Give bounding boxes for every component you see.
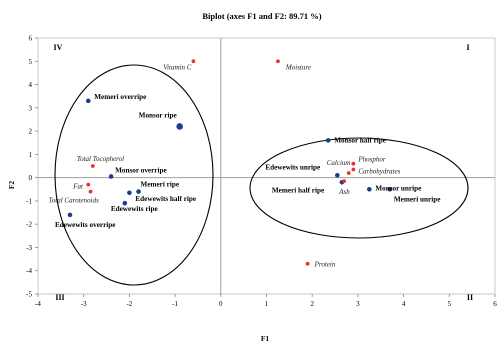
label-moisture: Moisture (285, 63, 311, 71)
x-tick-label: 0 (219, 300, 223, 308)
label-phosphor: Phosphor (357, 156, 386, 164)
point-monsor-half-ripe (325, 138, 331, 143)
x-tick-label: -2 (126, 300, 132, 308)
point-phosphor (351, 161, 356, 166)
quadrant-label: II (467, 293, 473, 302)
y-tick-label: 0 (29, 174, 33, 182)
label-vitamin-c: Vitamin C (163, 63, 191, 71)
y-tick-label: 3 (29, 104, 33, 112)
point-ash (342, 179, 347, 184)
x-tick-label: 3 (356, 300, 360, 308)
point-memeri-overripe (85, 98, 91, 104)
group-ellipses (54, 64, 469, 286)
point-fat (86, 182, 91, 187)
y-tick-label: -3 (26, 244, 32, 252)
point-carbohydrates (351, 167, 356, 172)
y-tick-label: -4 (26, 267, 32, 275)
x-tick-label: 4 (402, 300, 406, 308)
point-edewewits-unripe (335, 173, 340, 178)
label-edewewits-half-ripe: Edewewits half ripe (135, 195, 196, 203)
label-memeri-overripe: Memeri overripe (94, 93, 146, 101)
point-memeri-unripe (387, 186, 393, 192)
x-tick-label: -1 (172, 300, 178, 308)
y-tick-label: 5 (29, 58, 33, 66)
x-tick-label: 6 (493, 300, 497, 308)
x-tick-label: 1 (265, 300, 269, 308)
y-axis-label: F2 (7, 181, 16, 190)
y-tick-label: -5 (26, 291, 32, 299)
label-carbohydrates: Carbohydrates (358, 167, 400, 175)
point-calcium (346, 171, 351, 175)
chart-title: Biplot (axes F1 and F2: 89.71 %) (202, 11, 321, 21)
point-labels: Monsor ripe Memeri overripe Monsor overrip… (49, 63, 441, 268)
y-tick-label: 1 (29, 151, 33, 159)
label-total-tocopherol: Total Tocopherol (77, 155, 124, 163)
label-memeri-ripe: Memeri ripe (141, 181, 180, 189)
label-protein: Protein (314, 261, 336, 269)
point-protein (305, 261, 310, 266)
x-tick-label: 5 (448, 300, 452, 308)
point-monsor-ripe (176, 123, 183, 130)
y-tick-label: 4 (29, 81, 33, 89)
label-total-carotenoids: Total Carotenoids (49, 197, 100, 205)
point-monsor-unripe (367, 186, 372, 192)
point-edewewits-half-ripe (127, 190, 132, 196)
quadrant-label: I (466, 43, 469, 52)
data-points (67, 59, 393, 266)
label-fat: Fat (72, 183, 84, 191)
point-monsor-overripe (108, 174, 114, 179)
label-memeri-unripe: Memeri unripe (394, 195, 441, 203)
y-tick-label: -2 (26, 221, 32, 229)
label-edewewits-overripe: Edewewits overripe (55, 221, 115, 229)
left-group-ellipse (54, 64, 214, 286)
label-monsor-overripe: Monsor overripe (115, 166, 167, 174)
point-moisture (276, 59, 280, 64)
point-memeri-ripe (136, 189, 141, 194)
right-group-ellipse (249, 137, 469, 239)
quadrant-label: IV (54, 43, 63, 52)
label-memeri-half-ripe: Memeri half ripe (272, 186, 324, 194)
label-edewewits-unripe: Edewewits unripe (265, 163, 320, 171)
y-tick-label: 6 (29, 35, 33, 43)
point-total-carotenoids (88, 189, 93, 194)
x-axis-label: F1 (261, 334, 270, 343)
point-vitamin-c (191, 59, 196, 64)
label-monsor-unripe: Monsor unripe (375, 184, 421, 192)
x-tick-label: 2 (310, 300, 314, 308)
label-monsor-half-ripe: Monsor half ripe (334, 136, 386, 144)
label-calcium: Calcium (327, 159, 351, 167)
y-tick-label: -1 (26, 197, 32, 205)
label-monsor-ripe: Monsor ripe (139, 111, 177, 119)
point-edewewits-overripe (67, 212, 73, 218)
x-tick-label: -4 (35, 300, 41, 308)
label-edewewits-ripe: Edewewits ripe (111, 205, 158, 213)
x-tick-label: -3 (81, 300, 87, 308)
y-tick-label: 2 (29, 128, 33, 136)
quadrant-label: III (55, 293, 64, 302)
point-edewewits-ripe (122, 200, 128, 206)
label-ash: Ash (338, 188, 350, 196)
point-total-tocopherol (90, 164, 95, 168)
